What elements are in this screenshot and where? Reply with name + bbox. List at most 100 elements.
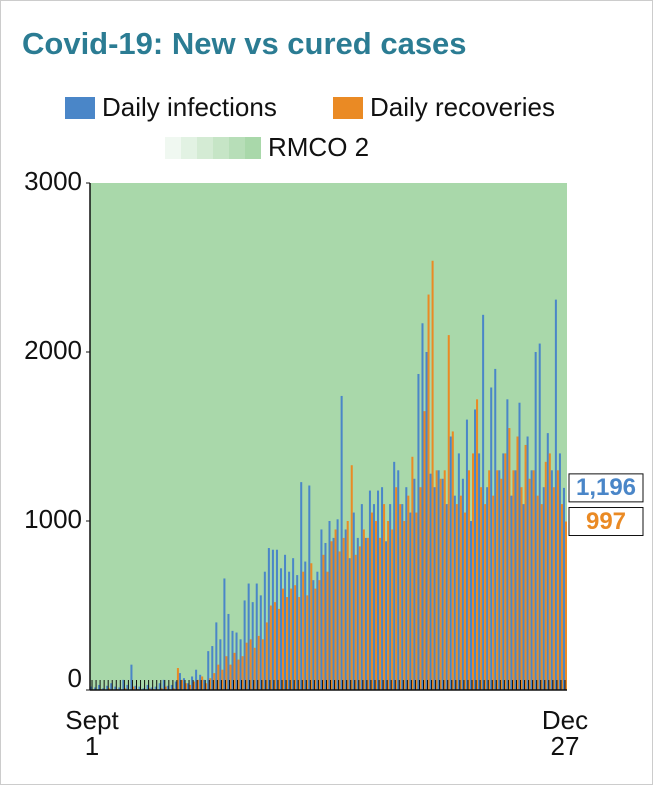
bar [178,673,181,690]
bar [494,368,497,690]
bar [189,684,192,690]
bar [348,558,351,690]
bar [395,487,398,690]
bar [427,294,430,690]
bar [445,504,448,690]
bar [326,571,329,690]
bar [405,487,408,690]
bar [385,541,388,690]
bar [413,478,416,690]
bar [391,529,394,690]
bar [496,470,499,690]
bar [455,504,458,690]
bar [298,597,301,690]
bar [180,679,183,690]
bar [294,585,297,690]
bar [488,470,491,690]
bar [520,487,523,690]
bar [201,676,204,690]
bar [124,688,127,690]
bar [217,664,220,690]
bar [322,554,325,690]
bar [544,461,547,690]
bar [490,387,493,690]
bar [160,688,163,690]
bar [366,537,369,690]
bar [182,678,185,690]
bar [296,575,299,690]
bar [374,521,378,690]
y-tick-label: 3000 [24,166,82,196]
legend-swatch [213,137,229,159]
bar [500,478,503,690]
bar [532,470,535,690]
bar [463,512,466,690]
bar [324,542,327,690]
bar [461,478,464,690]
bar [154,686,157,690]
bar [524,444,527,690]
bar [233,652,236,690]
bar [304,561,307,690]
bar [548,453,551,690]
bar [98,684,101,690]
bar [379,537,382,690]
bar [431,260,434,690]
bar [132,686,135,690]
bar [314,588,317,690]
bar [538,343,541,690]
bar [484,504,487,690]
bar [421,323,424,690]
bar [415,512,418,690]
bar [512,470,515,690]
value-label: 997 [586,508,626,535]
bar [439,478,442,690]
bar [393,461,396,690]
bar [273,602,276,690]
bar [342,537,345,690]
bar [318,580,321,690]
bar [211,646,214,690]
bar [300,482,303,690]
bar [338,551,341,690]
bar [443,470,446,690]
bar [465,419,468,690]
bar [419,487,422,690]
bar [478,453,481,690]
bar [451,431,454,690]
y-tick-label: 1000 [24,504,82,534]
bar [383,504,386,690]
bar [417,373,420,690]
bar [389,504,392,690]
bar [271,549,274,690]
bar [336,519,339,690]
bar [288,571,291,690]
bar [184,683,188,690]
bar [518,402,521,690]
bar [564,521,567,690]
bar [358,546,361,690]
bar [146,684,149,690]
bar [332,537,335,690]
bar [482,314,485,690]
bar [449,436,452,690]
bar [352,512,355,690]
bar [251,602,254,690]
bar [542,487,545,690]
bar [409,512,412,690]
bar [387,521,390,690]
bar [209,678,212,690]
bar [528,478,531,690]
bar [474,409,477,690]
bar [284,554,287,690]
y-tick-label: 2000 [24,335,82,365]
bar [514,470,517,690]
bar [221,669,224,690]
legend-swatch [197,137,213,159]
bar [249,639,252,690]
bar [508,428,511,690]
bar [290,588,293,690]
bar [562,487,565,690]
x-tick-label: Sept 1 [65,705,119,761]
